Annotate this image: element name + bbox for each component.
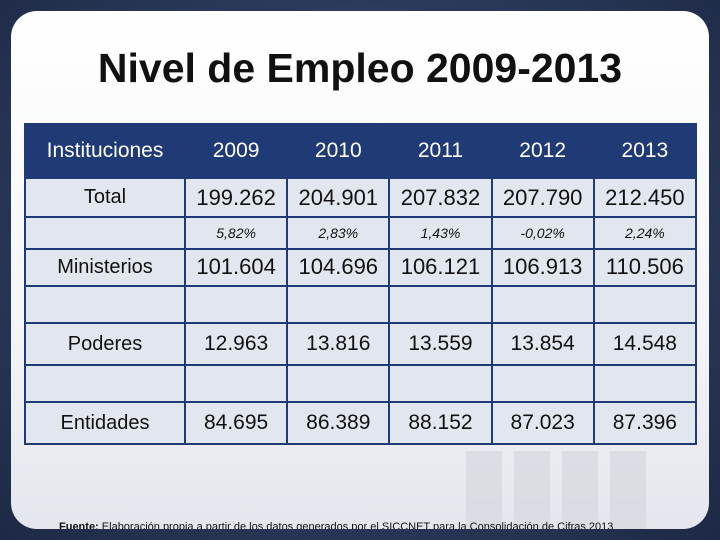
entidades-2013: 87.396	[592, 401, 698, 445]
table-row-spacer	[24, 285, 698, 325]
source-footnote: Fuente: Elaboración propia a partir de l…	[59, 521, 699, 529]
poderes-2010: 13.816	[286, 322, 391, 367]
pct-2009: 5,82%	[183, 216, 289, 250]
poderes-2013: 14.548	[592, 322, 698, 367]
entidades-2009: 84.695	[183, 401, 289, 445]
poderes-2012: 13.854	[490, 322, 595, 367]
source-text: Elaboración propia a partir de los datos…	[98, 521, 614, 529]
table-row-poderes: Poderes 12.963 13.816 13.559 13.854 14.5…	[24, 322, 698, 367]
total-2009: 199.262	[183, 176, 289, 219]
entidades-2011: 88.152	[388, 401, 493, 445]
source-label: Fuente:	[59, 521, 99, 529]
header-instituciones: Instituciones	[24, 123, 186, 179]
poderes-2009: 12.963	[183, 322, 289, 367]
total-2010: 204.901	[286, 176, 391, 219]
ministerios-2011: 106.121	[388, 247, 493, 288]
total-2012: 207.790	[490, 176, 595, 219]
page-title: Nivel de Empleo 2009-2013	[97, 45, 623, 91]
pct-2012: -0,02%	[490, 216, 595, 250]
entidades-2010: 86.389	[286, 401, 391, 445]
ministerios-2012: 106.913	[490, 247, 595, 288]
row-label-poderes: Poderes	[24, 322, 186, 367]
poderes-2011: 13.559	[388, 322, 493, 367]
table-row-spacer	[24, 364, 698, 404]
table-row-pct: 5,82% 2,83% 1,43% -0,02% 2,24%	[24, 216, 698, 250]
header-2011: 2011	[388, 123, 493, 179]
row-label-total: Total	[24, 176, 186, 219]
pct-2011: 1,43%	[388, 216, 493, 250]
row-label-ministerios: Ministerios	[24, 247, 186, 288]
table-row-entidades: Entidades 84.695 86.389 88.152 87.023 87…	[24, 401, 698, 445]
ministerios-2013: 110.506	[592, 247, 698, 288]
logo-watermark	[466, 451, 686, 529]
header-2010: 2010	[286, 123, 391, 179]
table-header-row: Instituciones 2009 2010 2011 2012 2013	[24, 123, 698, 179]
header-2013: 2013	[592, 123, 698, 179]
employment-table: Instituciones 2009 2010 2011 2012 2013 T…	[24, 123, 698, 445]
ministerios-2010: 104.696	[286, 247, 391, 288]
table-row-ministerios: Ministerios 101.604 104.696 106.121 106.…	[24, 247, 698, 288]
slide: Nivel de Empleo 2009-2013 Instituciones …	[11, 11, 709, 529]
pct-label-empty	[24, 216, 186, 250]
total-2011: 207.832	[388, 176, 493, 219]
ministerios-2009: 101.604	[183, 247, 289, 288]
table-row-total: Total 199.262 204.901 207.832 207.790 21…	[24, 176, 698, 219]
header-2009: 2009	[183, 123, 289, 179]
total-2013: 212.450	[592, 176, 698, 219]
row-label-entidades: Entidades	[24, 401, 186, 445]
header-2012: 2012	[490, 123, 595, 179]
entidades-2012: 87.023	[490, 401, 595, 445]
pct-2013: 2,24%	[592, 216, 698, 250]
pct-2010: 2,83%	[286, 216, 391, 250]
